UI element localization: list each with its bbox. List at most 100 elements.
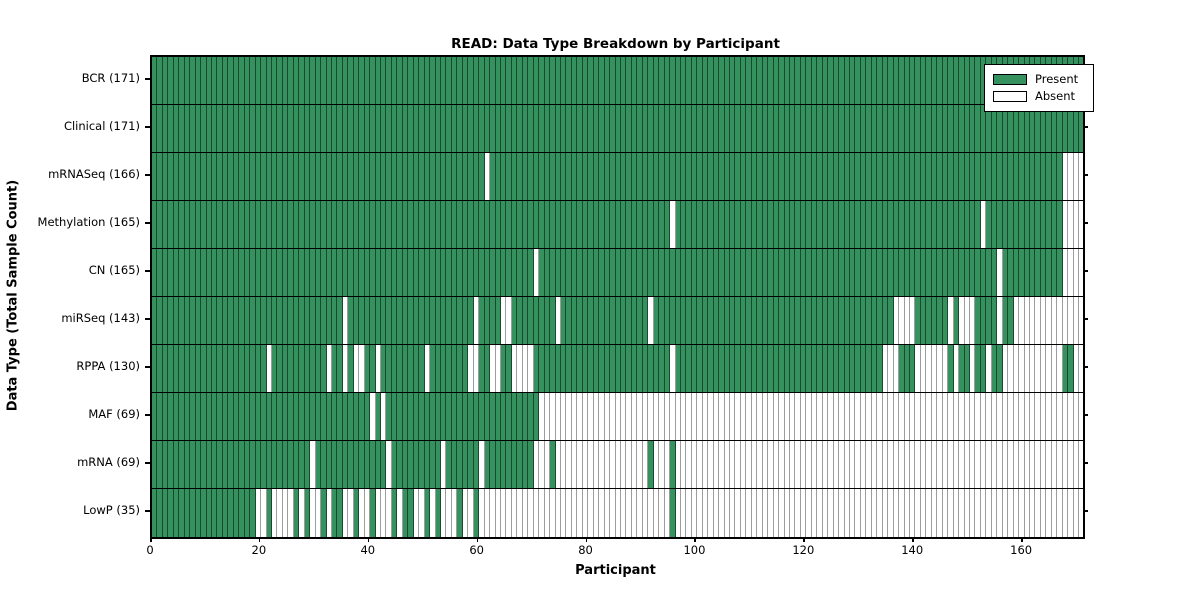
cell [222,57,229,104]
cell [833,297,840,344]
cell [326,105,332,152]
cell [261,393,267,440]
cell [288,201,294,248]
cell [364,57,371,104]
cell [337,201,343,248]
cell [626,105,632,152]
legend-present-label: Present [1035,72,1079,86]
cell [501,297,507,344]
cell [386,153,392,200]
cell [915,105,921,152]
cell [909,153,916,200]
cell [402,393,409,440]
cell [1024,441,1030,488]
y-tick [145,78,150,80]
cell [948,393,954,440]
cell [1035,441,1041,488]
cell [615,297,621,344]
cell [866,57,872,104]
cell [615,153,621,200]
cell [326,393,332,440]
cell [326,297,332,344]
cell [850,153,856,200]
cell [1013,153,1020,200]
cell [855,489,861,537]
cell [277,153,283,200]
cell [942,249,949,296]
cell [899,249,905,296]
cell [495,489,501,537]
cell [637,201,643,248]
cell [680,441,687,488]
cell [926,489,932,537]
cell [528,345,534,392]
cell [1057,393,1063,440]
cell [1035,297,1041,344]
cell [691,201,698,248]
cell [353,201,360,248]
cell [964,345,970,392]
cell [937,201,943,248]
cell [1035,153,1041,200]
cell [702,441,709,488]
cell [217,441,223,488]
cell [768,105,774,152]
cell [593,201,600,248]
y-tick-label-mRNASeq: mRNASeq (166) [48,167,140,181]
y-tick-label-BCR: BCR (171) [81,71,140,85]
cell [217,393,223,440]
cell [550,249,556,296]
cell [430,105,436,152]
cell [768,489,774,537]
cell [370,489,376,537]
cell [746,201,752,248]
cell [648,345,654,392]
cell [850,393,856,440]
cell [757,57,763,104]
cell [511,345,518,392]
cell [980,297,987,344]
cell [288,441,294,488]
cell [680,345,687,392]
cell [271,393,278,440]
cell [517,201,523,248]
cell [686,489,692,537]
cell [571,153,578,200]
cell [282,489,289,537]
cell [1013,105,1020,152]
cell [353,393,360,440]
cell [1040,153,1047,200]
cell [686,441,692,488]
cell [904,489,910,537]
y-tick [145,414,150,416]
cell [348,441,354,488]
cell [790,297,796,344]
cell [419,57,425,104]
cell [288,57,294,104]
cell [604,489,611,537]
cell [1040,489,1047,537]
cell [664,201,671,248]
cell [735,57,741,104]
cell [779,249,785,296]
cell [1002,153,1009,200]
cell [631,201,638,248]
cell [271,297,278,344]
x-tick-label-40: 40 [360,543,376,557]
cell [877,345,883,392]
cell [724,441,731,488]
cell [337,57,343,104]
cell [233,489,240,537]
cell [179,105,185,152]
cell [888,441,894,488]
cell [986,345,992,392]
cell [391,57,398,104]
cell [424,297,431,344]
cell [342,105,349,152]
cell [719,441,725,488]
cell [277,345,283,392]
cell [162,297,169,344]
cell [1002,249,1009,296]
cell [833,201,840,248]
